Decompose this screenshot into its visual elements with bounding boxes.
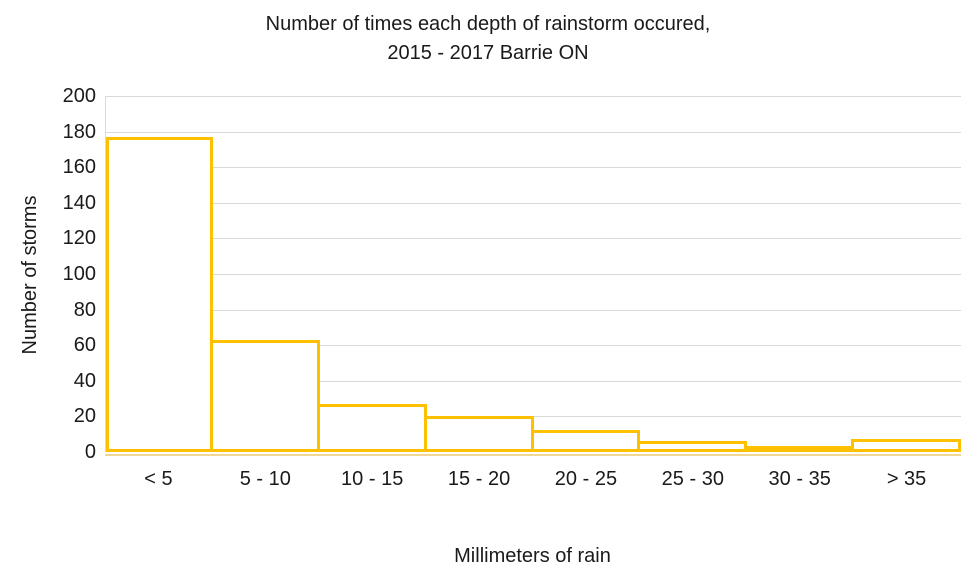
y-tick-label-180: 180 <box>62 120 96 143</box>
chart-title-line1: Number of times each depth of rainstorm … <box>265 13 711 35</box>
x-tick-label-0: < 5 <box>144 468 173 490</box>
gridline-200 <box>106 96 961 97</box>
bar-25-30 <box>637 441 748 452</box>
bar-15-20 <box>423 416 534 452</box>
y-tick-label-40: 40 <box>73 369 96 392</box>
gridline-20 <box>106 416 961 418</box>
bar-20-25 <box>530 430 641 452</box>
gridline-140 <box>106 202 961 204</box>
x-tick-label-1: 5 - 10 <box>239 468 291 490</box>
bar->35 <box>851 439 961 452</box>
gridline-120 <box>106 238 961 240</box>
x-axis-tick-labels: < 5 5 - 10 10 - 15 15 - 20 20 - 25 25 - 30 30 … <box>105 466 960 492</box>
x-tick-label-3: 15 - 20 <box>447 468 511 490</box>
bar-series <box>106 96 961 452</box>
y-tick-label-80: 80 <box>73 298 96 321</box>
gridline-40 <box>106 380 961 382</box>
gridline-180 <box>106 131 961 133</box>
x-axis-line <box>105 454 961 456</box>
x-axis-title: Millimeters of rain <box>454 545 611 567</box>
gridline-80 <box>106 309 961 311</box>
y-tick-label-100: 100 <box>62 263 96 285</box>
x-tick-label-4: 20 - 25 <box>554 468 618 490</box>
y-tick-label-20: 20 <box>73 405 96 428</box>
bar-10-15 <box>316 404 427 452</box>
chart-title-line2: 2015 - 2017 Barrie ON <box>387 42 589 64</box>
plot-area <box>105 96 961 456</box>
y-tick-label-60: 60 <box>73 334 96 357</box>
bar-5-10 <box>209 340 320 452</box>
y-tick-label-120: 120 <box>62 227 96 250</box>
y-tick-label-140: 140 <box>62 191 96 214</box>
y-tick-label-0: 0 <box>84 441 96 463</box>
gridline-160 <box>106 167 961 169</box>
y-tick-label-160: 160 <box>62 156 96 179</box>
gridline-60 <box>106 345 961 347</box>
x-tick-label-7: > 35 <box>886 468 927 490</box>
bar-30-35 <box>744 446 855 452</box>
x-tick-label-2: 10 - 15 <box>341 468 404 490</box>
chart-title: Number of times each depth of rainstorm … <box>0 10 976 68</box>
x-tick-label-5: 25 - 30 <box>661 468 724 490</box>
y-tick-label-200: 200 <box>62 85 96 107</box>
x-tick-label-6: 30 - 35 <box>768 468 831 490</box>
gridline-100 <box>106 274 961 275</box>
bar-<5 <box>106 137 213 452</box>
